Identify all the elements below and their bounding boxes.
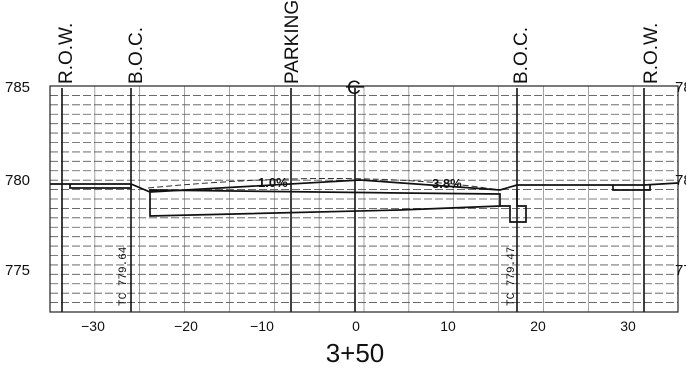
station-label: 3+50 (326, 338, 385, 368)
boc-right-label: B.O.C. (511, 27, 532, 84)
plot-frame (49, 85, 679, 313)
curb-tag-left: TC 779.64 (118, 246, 130, 306)
elev-label-775: 775 (5, 262, 30, 279)
offset-label-30: 30 (620, 318, 636, 334)
pavement-section (149, 189, 501, 217)
finished-grade-line (50, 179, 679, 193)
offset-label-20: 20 (530, 318, 546, 334)
offset-label-0: 0 (352, 318, 360, 334)
offset-label-neg20: −20 (174, 318, 198, 334)
parking-label: PARKING (282, 0, 303, 84)
slope-left: 1.0% (258, 175, 288, 190)
slope-right: 3.8% (432, 176, 462, 191)
grid (49, 86, 679, 312)
elev-label-785: 785 (5, 79, 30, 96)
elev-label-right-775: 77 (675, 262, 686, 279)
centerline-label: C (347, 78, 361, 99)
right-curb-section (500, 190, 527, 223)
curb-tag-right: TC 779.47 (506, 247, 518, 306)
elev-label-780: 780 (5, 172, 30, 189)
offset-label-neg30: −30 (81, 318, 105, 334)
elev-label-right-780: 78 (675, 172, 686, 189)
crown-line (147, 177, 501, 191)
row-left-label: R.O.W. (56, 23, 77, 84)
row-right-label: R.O.W. (641, 23, 662, 84)
elev-label-right-785: 78 (675, 79, 686, 96)
left-sidewalk-section (69, 184, 132, 189)
offset-label-10: 10 (440, 318, 456, 334)
offset-label-neg10: −10 (250, 318, 274, 334)
right-sidewalk-section (612, 185, 651, 191)
boc-left-label: B.O.C. (126, 27, 147, 84)
